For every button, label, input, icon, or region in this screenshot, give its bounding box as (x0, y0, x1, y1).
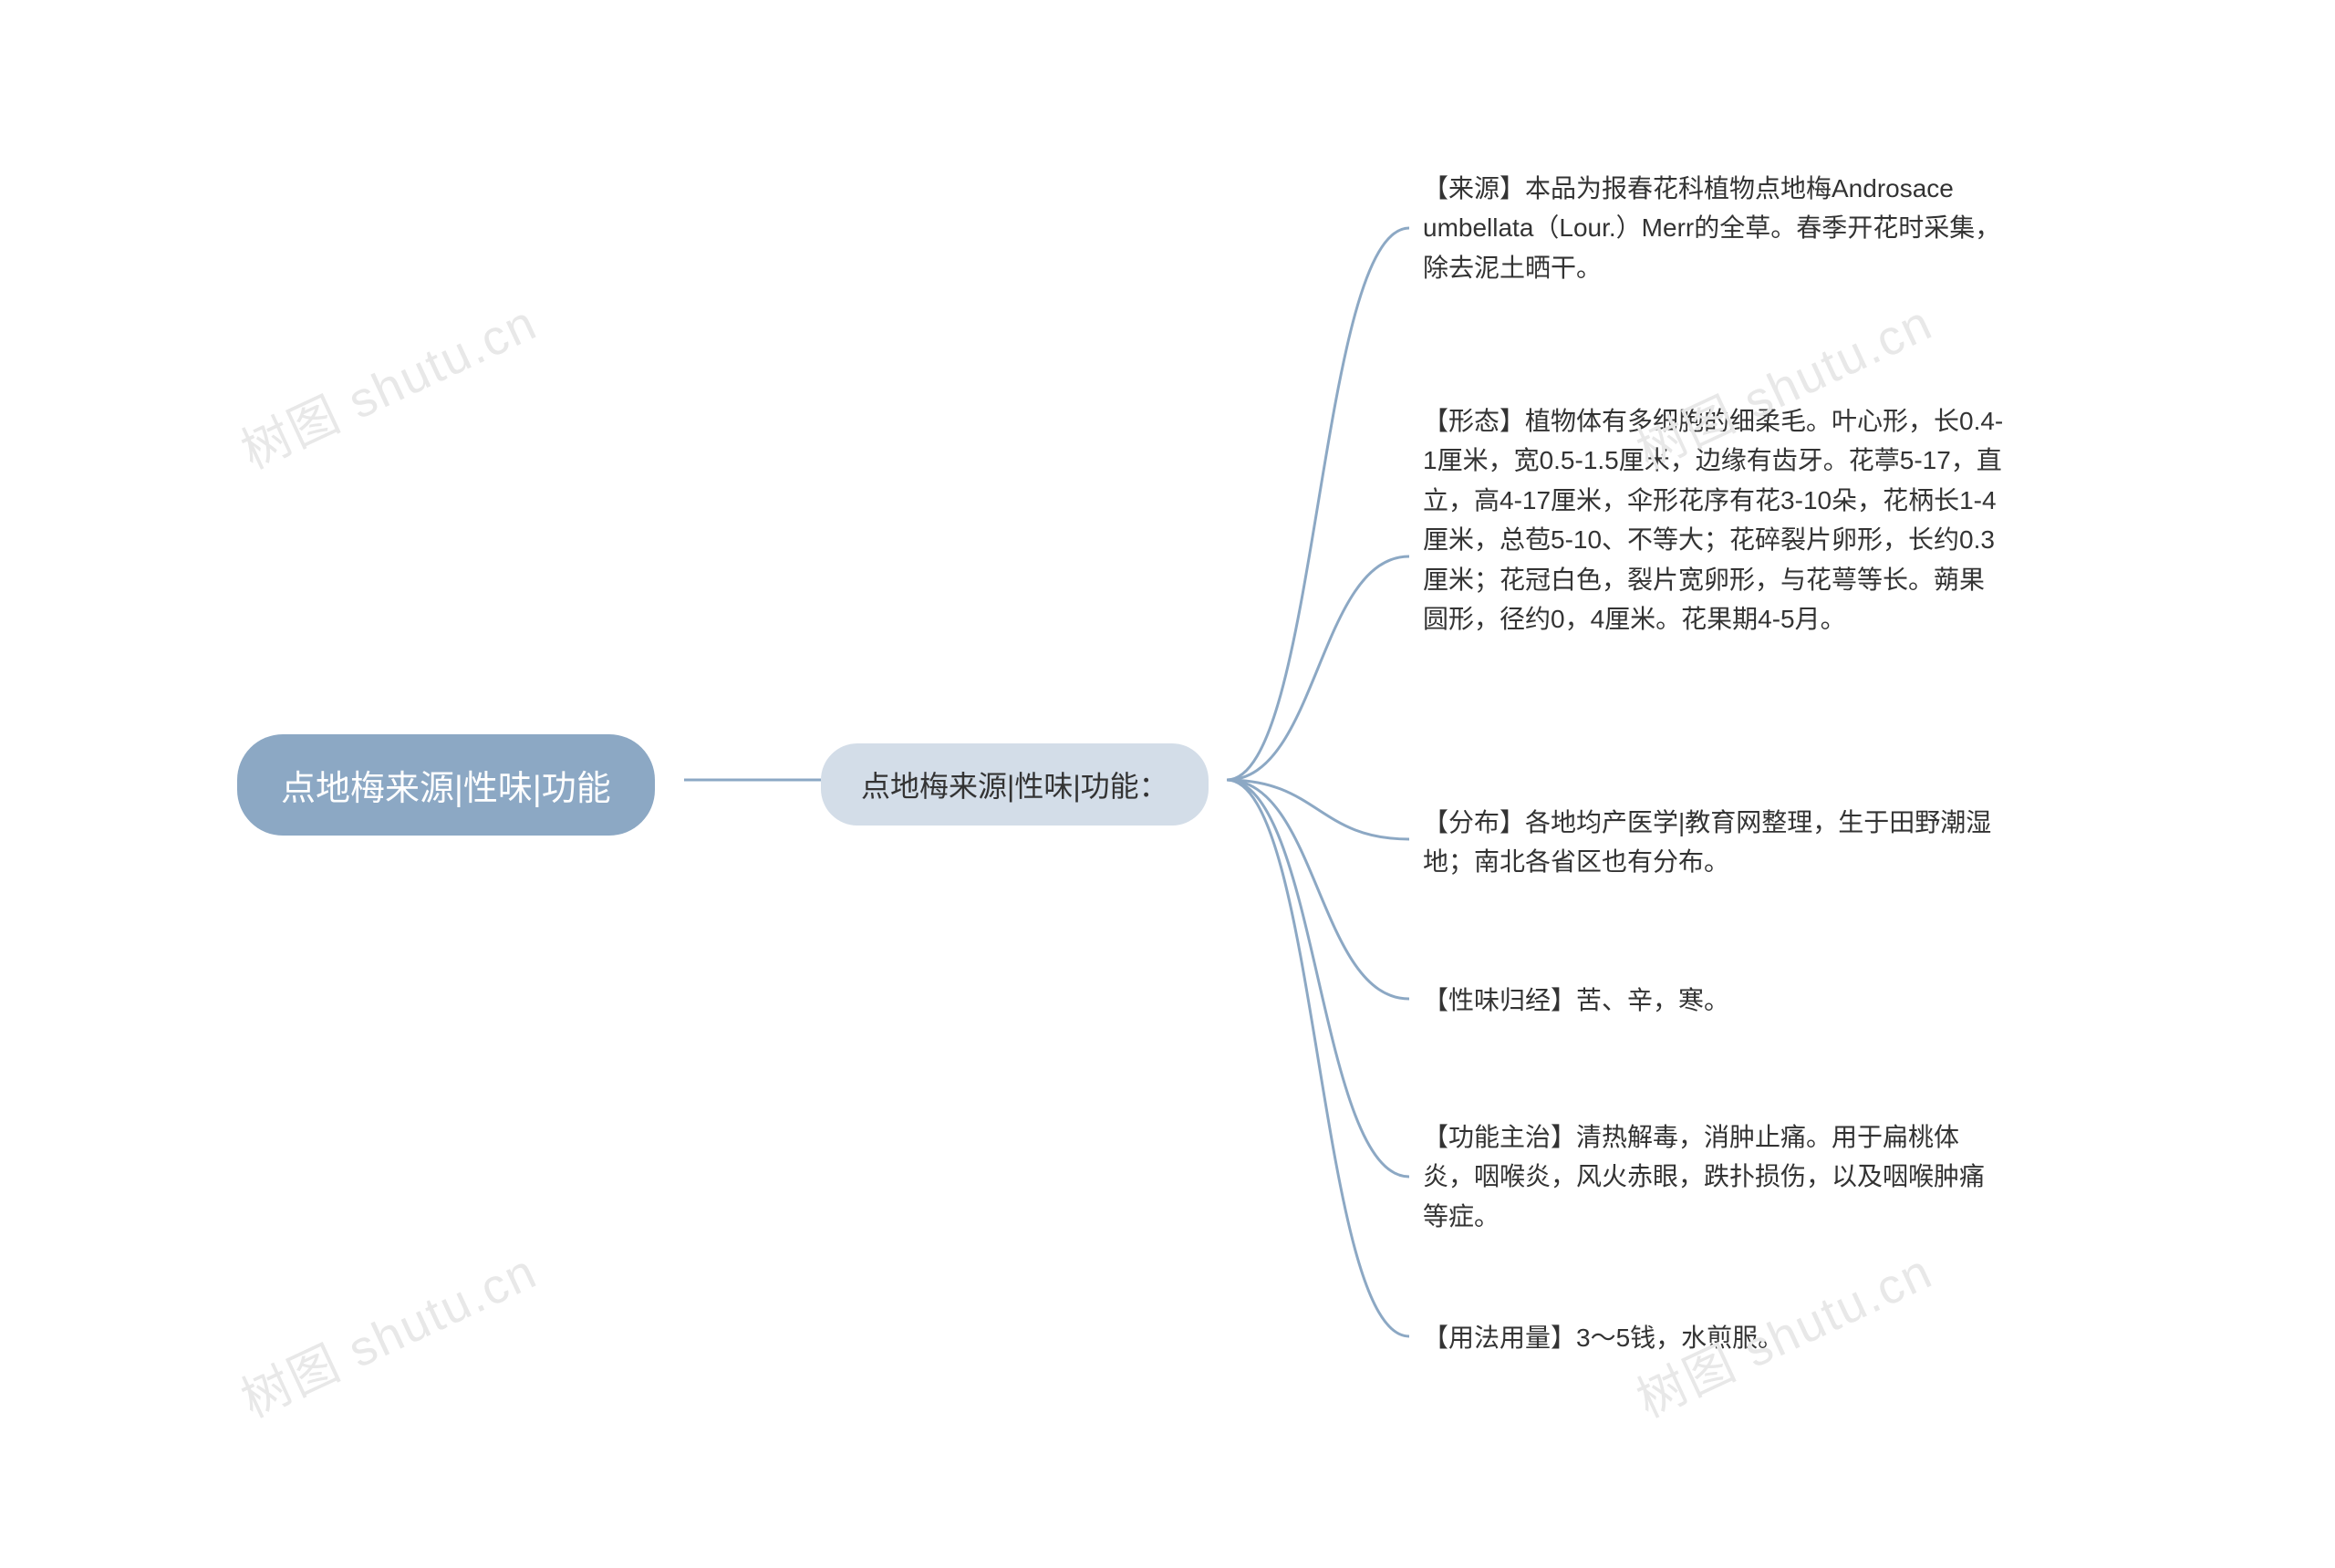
leaf-morphology: 【形态】植物体有多细胞的细柔毛。叶心形，长0.4-1厘米，宽0.5-1.5厘米，… (1423, 401, 2007, 639)
watermark-text: 树图 shutu.cn (228, 1231, 547, 1431)
leaf-distribution: 【分布】各地均产医学|教育网整理，生于田野潮湿地；南北各省区也有分布。 (1423, 803, 2007, 882)
leaf-function: 【功能主治】清热解毒，消肿止痛。用于扁桃体炎，咽喉炎，风火赤眼，跌扑损伤，以及咽… (1423, 1117, 2007, 1236)
root-node: 点地梅来源|性味|功能 (237, 734, 655, 836)
child-node: 点地梅来源|性味|功能： (821, 743, 1209, 826)
leaf-source: 【来源】本品为报春花科植物点地梅Androsace umbellata（Lour… (1423, 169, 2007, 287)
leaf-nature: 【性味归经】苦、辛，寒。 (1423, 981, 2007, 1020)
leaf-usage: 【用法用量】3～5钱，水煎服。 (1423, 1318, 2007, 1357)
watermark-text: 树图 shutu.cn (228, 283, 547, 483)
